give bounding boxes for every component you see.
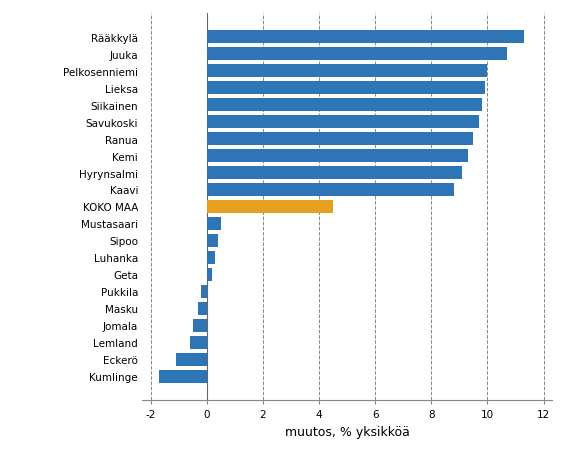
Bar <box>207 133 473 146</box>
Bar <box>193 319 207 332</box>
Bar <box>190 336 207 349</box>
Bar <box>207 252 215 264</box>
Bar <box>207 116 479 129</box>
Bar <box>159 370 207 383</box>
Bar <box>176 353 207 366</box>
Bar <box>207 167 462 179</box>
Bar <box>207 235 218 247</box>
Bar <box>207 48 507 61</box>
Bar <box>199 302 207 315</box>
Bar <box>207 65 488 78</box>
Bar <box>207 31 524 44</box>
Bar <box>207 150 468 162</box>
Bar <box>207 99 482 112</box>
Bar <box>207 217 221 230</box>
Bar <box>201 285 207 298</box>
Bar <box>207 184 453 197</box>
Bar <box>207 201 333 213</box>
X-axis label: muutos, % yksikköä: muutos, % yksikköä <box>284 425 410 438</box>
Bar <box>207 82 485 95</box>
Bar <box>207 268 212 281</box>
